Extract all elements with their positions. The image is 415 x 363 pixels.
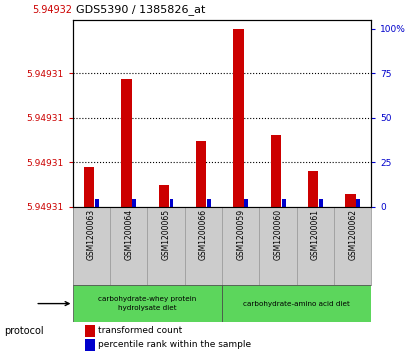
Bar bbox=[308, 171, 318, 207]
Bar bbox=[356, 200, 360, 207]
Bar bbox=[147, 207, 185, 285]
Bar bbox=[207, 200, 211, 207]
Bar bbox=[271, 135, 281, 207]
Bar bbox=[170, 200, 173, 207]
Bar bbox=[222, 207, 259, 285]
Bar bbox=[259, 207, 297, 285]
Bar bbox=[110, 207, 147, 285]
Text: carbohydrate-amino acid diet: carbohydrate-amino acid diet bbox=[243, 301, 350, 307]
Text: percentile rank within the sample: percentile rank within the sample bbox=[98, 340, 251, 350]
Bar bbox=[282, 200, 286, 207]
Bar bbox=[185, 207, 222, 285]
Text: GSM1200060: GSM1200060 bbox=[273, 209, 283, 260]
Bar bbox=[244, 200, 248, 207]
Text: GSM1200065: GSM1200065 bbox=[161, 209, 171, 260]
Bar bbox=[196, 141, 206, 207]
Bar bbox=[73, 285, 222, 322]
Bar bbox=[159, 185, 169, 207]
Bar bbox=[297, 207, 334, 285]
Bar bbox=[233, 29, 244, 207]
Text: GSM1200061: GSM1200061 bbox=[311, 209, 320, 260]
Text: GDS5390 / 1385826_at: GDS5390 / 1385826_at bbox=[76, 4, 205, 15]
Bar bbox=[85, 339, 95, 351]
Bar bbox=[334, 207, 371, 285]
Bar bbox=[319, 200, 323, 207]
Bar bbox=[85, 325, 95, 337]
Bar bbox=[222, 285, 371, 322]
Text: GSM1200064: GSM1200064 bbox=[124, 209, 133, 260]
Text: GSM1200063: GSM1200063 bbox=[87, 209, 96, 260]
Text: transformed count: transformed count bbox=[98, 326, 182, 335]
Text: GSM1200066: GSM1200066 bbox=[199, 209, 208, 260]
Text: GSM1200062: GSM1200062 bbox=[348, 209, 357, 260]
Bar bbox=[132, 200, 136, 207]
Bar bbox=[73, 207, 110, 285]
Text: GSM1200059: GSM1200059 bbox=[236, 209, 245, 260]
Bar bbox=[84, 167, 94, 207]
Text: carbohydrate-whey protein
hydrolysate diet: carbohydrate-whey protein hydrolysate di… bbox=[98, 296, 196, 311]
Bar bbox=[121, 79, 132, 207]
Text: protocol: protocol bbox=[4, 326, 44, 336]
Bar bbox=[345, 194, 356, 207]
Text: 5.94932: 5.94932 bbox=[33, 5, 73, 15]
Bar bbox=[95, 200, 99, 207]
